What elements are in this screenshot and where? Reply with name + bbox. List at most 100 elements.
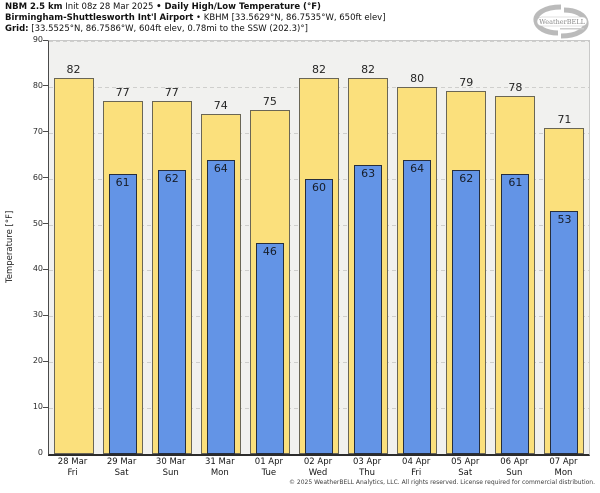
x-label-date: 31 Mar [205,457,235,467]
weatherbell-logo: WeatherBELL [533,4,589,39]
x-label-date: 07 Apr [549,457,578,467]
high-value-label: 75 [262,94,277,108]
x-label-day: Thu [359,468,376,478]
high-value-label: 79 [459,76,474,90]
gridline-90 [49,41,589,42]
x-label-date: 29 Mar [106,457,137,467]
x-axis-label-01-Apr: 01 Apr Tue [244,457,293,479]
low-bar-03-Apr: 63 [354,164,383,454]
low-value-label: 60 [312,180,326,194]
low-bar-01-Apr: 46 [255,242,284,454]
y-tick-mark-50 [43,223,48,225]
x-label-day: Sat [458,468,473,478]
x-label-day: Mon [554,468,573,478]
y-tick-label-30: 30 [32,310,43,320]
x-label-date: 02 Apr [303,457,333,467]
x-label-date: 30 Mar [155,457,186,467]
y-tick-mark-30 [43,314,48,316]
y-tick-mark-80 [43,85,48,87]
copyright-text: © 2025 WeatherBELL Analytics, LLC. All r… [289,479,595,486]
low-bar-02-Apr: 60 [305,178,333,454]
header-line-2: Birmingham-Shuttlesworth Int'l Airport •… [5,13,386,24]
x-label-date: 28 Mar [57,457,88,467]
y-tick-label-10: 10 [32,402,43,412]
product-title: • Daily High/Low Temperature (°F) [156,2,321,12]
y-tick-mark-90 [43,39,48,41]
x-label-date: 03 Apr [352,457,382,467]
high-bar-28-Mar [53,77,94,454]
y-tick-mark-60 [43,177,48,179]
x-label-day: Sat [114,468,129,478]
y-tick-label-40: 40 [32,264,43,274]
x-axis-label-30-Mar: 30 Mar Sun [146,457,195,479]
x-axis-label-29-Mar: 29 Mar Sat [97,457,146,479]
y-tick-mark-10 [43,406,48,408]
x-label-day: Sun [506,468,523,478]
header-line-1: NBM 2.5 km Init 08z 28 Mar 2025 • Daily … [5,2,386,13]
logo-text: WeatherBELL [539,18,585,26]
chart-header: NBM 2.5 km Init 08z 28 Mar 2025 • Daily … [5,2,386,35]
high-value-label: 77 [115,85,130,99]
high-value-label: 82 [361,62,376,76]
y-tick-label-80: 80 [32,80,43,90]
x-axis-label-02-Apr: 02 Apr Wed [293,457,342,479]
low-bar-06-Apr: 61 [501,174,530,454]
low-value-label: 61 [508,176,523,190]
low-bar-05-Apr: 62 [452,169,481,454]
x-axis-label-03-Apr: 03 Apr Thu [343,457,392,479]
station-name: Birmingham-Shuttlesworth Int'l Airport [5,13,194,23]
low-value-label: 46 [262,244,277,258]
grid-details: [33.5525°N, 86.7586°W, 604ft elev, 0.78m… [28,24,308,34]
y-tick-label-0: 0 [37,448,43,457]
x-label-day: Wed [308,468,328,478]
high-value-label: 77 [164,85,179,99]
low-value-label: 63 [361,166,376,180]
y-tick-label-20: 20 [32,356,43,366]
grid-label: Grid: [5,24,29,34]
x-label-date: 06 Apr [500,457,529,467]
low-value-label: 64 [410,162,425,176]
low-value-label: 64 [213,162,228,176]
x-axis-label-31-Mar: 31 Mar Mon [195,457,244,479]
high-value-label: 78 [508,81,523,95]
y-axis-title: Temperature [°F] [5,210,15,283]
logo-banner [536,16,588,27]
low-value-label: 61 [115,176,130,190]
x-label-date: 05 Apr [451,457,480,467]
high-value-label: 82 [66,62,81,76]
low-bar-07-Apr: 53 [550,210,579,454]
low-bar-04-Apr: 64 [403,160,432,454]
x-axis-label-28-Mar: 28 Mar Fri [48,457,97,479]
x-label-date: 04 Apr [402,457,431,467]
low-bar-30-Mar: 62 [157,169,186,454]
x-label-day: Tue [261,468,277,478]
x-axis-label-06-Apr: 06 Apr Sun [490,457,539,479]
x-label-day: Fri [411,468,422,478]
y-tick-label-90: 90 [32,35,43,44]
x-axis-label-07-Apr: 07 Apr Mon [539,457,588,479]
low-bar-29-Mar: 61 [108,174,137,454]
init-time: Init 08z 28 Mar 2025 [62,2,157,12]
y-tick-mark-70 [43,131,48,133]
x-label-day: Sun [162,468,179,478]
y-tick-mark-20 [43,360,48,362]
high-value-label: 82 [311,62,326,76]
x-axis-label-04-Apr: 04 Apr Fri [392,457,441,479]
x-label-date: 01 Apr [254,457,284,467]
header-line-3: Grid: [33.5525°N, 86.7586°W, 604ft elev,… [5,24,386,35]
low-value-label: 62 [164,171,179,185]
station-details: • KBHM [33.5629°N, 86.7535°W, 650ft elev… [193,13,386,23]
y-tick-label-50: 50 [32,218,43,228]
y-tick-mark-40 [43,268,48,270]
high-value-label: 71 [557,113,572,127]
plot-area: 82 77 61 77 62 74 64 75 46 82 60 82 63 80 64 79 62 78 61 71… [48,40,590,456]
model-name: NBM 2.5 km [5,2,63,12]
high-value-label: 74 [213,99,228,113]
x-label-day: Fri [67,468,78,478]
low-value-label: 53 [557,212,572,226]
logo-subtitle-bar [560,28,584,30]
y-tick-label-70: 70 [32,126,43,136]
y-tick-label-60: 60 [32,172,43,182]
low-value-label: 62 [459,171,474,185]
